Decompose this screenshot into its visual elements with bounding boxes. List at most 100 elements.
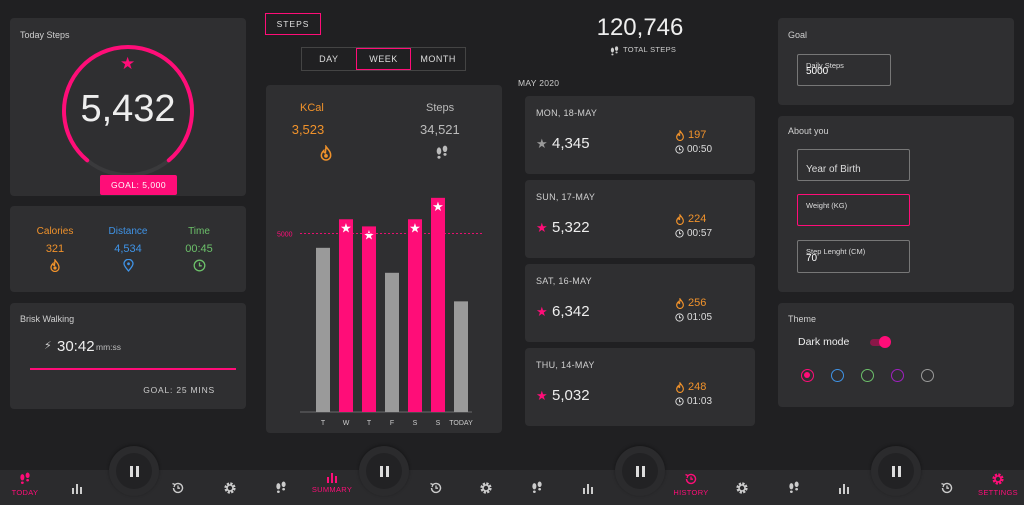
swatch-selected-dot	[804, 372, 810, 378]
history-duration-value: 00:50	[687, 144, 713, 155]
step-length-field[interactable]: Step Lenght (CM) 70	[797, 240, 910, 273]
history-duration: 01:03	[675, 396, 712, 407]
nav-settings[interactable]: SETTINGS	[973, 472, 1023, 497]
chart-bar	[408, 219, 422, 412]
nav-summary-label: SUMMARY	[311, 485, 353, 494]
clock-icon	[675, 229, 684, 238]
weight-label: Weight (KG)	[806, 201, 848, 210]
pause-button[interactable]	[109, 446, 159, 496]
history-entry[interactable]: SAT, 16-MAY ★ 6,342 256 01:05	[525, 264, 755, 342]
history-icon[interactable]	[170, 480, 186, 496]
year-of-birth-placeholder: Year of Birth	[806, 164, 861, 175]
history-entry[interactable]: MON, 18-MAY ★ 4,345 197 00:50	[525, 96, 755, 174]
history-steps: 4,345	[552, 135, 590, 152]
star-icon: ★	[536, 388, 548, 403]
history-steps: 6,342	[552, 303, 590, 320]
steps-summary-label: Steps	[426, 102, 455, 114]
bar-chart-icon[interactable]	[580, 480, 596, 496]
bar-star-icon: ★	[409, 220, 421, 235]
period-day-button[interactable]: DAY	[319, 54, 339, 64]
clock-icon	[164, 259, 234, 273]
history-duration: 00:57	[675, 228, 712, 239]
flame-icon	[676, 381, 684, 393]
clock-icon	[675, 397, 684, 406]
settings-gear-icon[interactable]	[222, 480, 238, 496]
total-steps-label: TOTAL STEPS	[623, 45, 677, 54]
steps-tab[interactable]: STEPS	[265, 13, 321, 35]
chart-tick-label: W	[343, 420, 350, 427]
history-entry[interactable]: THU, 14-MAY ★ 5,032 248 01:03	[525, 348, 755, 426]
history-duration-value: 01:05	[687, 312, 713, 323]
bar-chart-icon	[327, 473, 337, 483]
brisk-goal: GOAL: 25 MINS	[143, 385, 215, 395]
star-icon: ★	[536, 304, 548, 319]
nav-today[interactable]: TODAY	[0, 472, 50, 497]
swatch-purple[interactable]	[891, 369, 904, 382]
bar-chart-icon[interactable]	[836, 480, 852, 496]
swatch-pink[interactable]	[801, 369, 814, 382]
history-icon	[685, 473, 697, 485]
pause-icon	[891, 465, 901, 477]
bar-star-icon: ★	[363, 227, 375, 242]
nav-summary[interactable]: SUMMARY	[307, 472, 357, 494]
history-month: MAY 2020	[518, 78, 560, 88]
pause-button[interactable]	[615, 446, 665, 496]
chart-bar	[385, 272, 399, 412]
weight-field[interactable]: Weight (KG)	[797, 194, 910, 226]
history-date: SUN, 17-MAY	[536, 192, 596, 202]
chart-tick-label: T	[321, 420, 326, 427]
today-steps-title: Today Steps	[20, 30, 70, 40]
brisk-time: 30:42	[57, 338, 95, 355]
settings-gear-icon[interactable]	[734, 480, 750, 496]
kcal-value: 3,523	[291, 122, 325, 137]
history-kcal: 248	[675, 381, 706, 393]
swatch-gray[interactable]	[921, 369, 934, 382]
history-date: SAT, 16-MAY	[536, 276, 592, 286]
goal-badge: GOAL: 5,000	[100, 175, 177, 195]
brisk-progress-fill	[30, 368, 236, 370]
pause-button[interactable]	[359, 446, 409, 496]
brisk-progress-track	[30, 368, 236, 370]
footsteps-icon[interactable]	[529, 480, 545, 496]
goal-line-label: 5000	[277, 232, 293, 239]
footsteps-icon[interactable]	[786, 480, 802, 496]
year-of-birth-field[interactable]: Year of Birth	[797, 149, 910, 181]
bar-chart-icon[interactable]	[69, 480, 85, 496]
chart-tick-label: TODAY	[449, 420, 473, 427]
dark-mode-label: Dark mode	[798, 336, 850, 348]
brisk-walking-card: Brisk Walking ⚡ 30:42 mm:ss GOAL: 25 MIN…	[10, 303, 246, 409]
pause-button[interactable]	[871, 446, 921, 496]
step-length-label: Step Lenght (CM)	[806, 247, 866, 256]
calories-stat: Calories 321	[20, 226, 90, 273]
history-kcal: 197	[675, 129, 706, 141]
history-icon[interactable]	[939, 480, 955, 496]
daily-steps-value: 5000	[806, 66, 829, 77]
nav-history[interactable]: HISTORY	[666, 472, 716, 497]
period-week-button[interactable]: WEEK	[355, 48, 412, 70]
stats-card: Calories 321 Distance 4,534 Time 00:45	[10, 206, 246, 292]
star-icon: ★	[536, 220, 548, 235]
flame-icon	[676, 213, 684, 225]
period-month-button[interactable]: MONTH	[420, 54, 456, 64]
weekly-summary-card: KCal 3,523 Steps 34,521 T ★ W ★ T F ★ S ★ S TODAY 5…	[266, 85, 502, 433]
swatch-green[interactable]	[861, 369, 874, 382]
swatch-blue[interactable]	[831, 369, 844, 382]
history-entry[interactable]: SUN, 17-MAY ★ 5,322 224 00:57	[525, 180, 755, 258]
history-steps: 5,032	[552, 387, 590, 404]
footsteps-icon	[434, 145, 450, 166]
location-pin-icon	[93, 259, 163, 273]
daily-steps-field[interactable]: Daily Steps 5000	[797, 54, 891, 86]
weekly-steps-chart: T ★ W ★ T F ★ S ★ S TODAY 5000	[277, 197, 484, 427]
chart-tick-label: S	[436, 420, 441, 427]
brisk-walking-title: Brisk Walking	[20, 314, 75, 324]
history-icon[interactable]	[428, 480, 444, 496]
footsteps-icon[interactable]	[273, 480, 289, 496]
settings-gear-icon[interactable]	[478, 480, 494, 496]
flame-icon	[676, 297, 684, 309]
history-kcal: 256	[675, 297, 706, 309]
dark-mode-toggle[interactable]	[870, 336, 891, 348]
history-date: MON, 18-MAY	[536, 108, 598, 118]
nav-today-label: TODAY	[11, 488, 39, 497]
calories-label: Calories	[36, 226, 74, 237]
goal-card: Goal Daily Steps 5000	[778, 18, 1014, 105]
